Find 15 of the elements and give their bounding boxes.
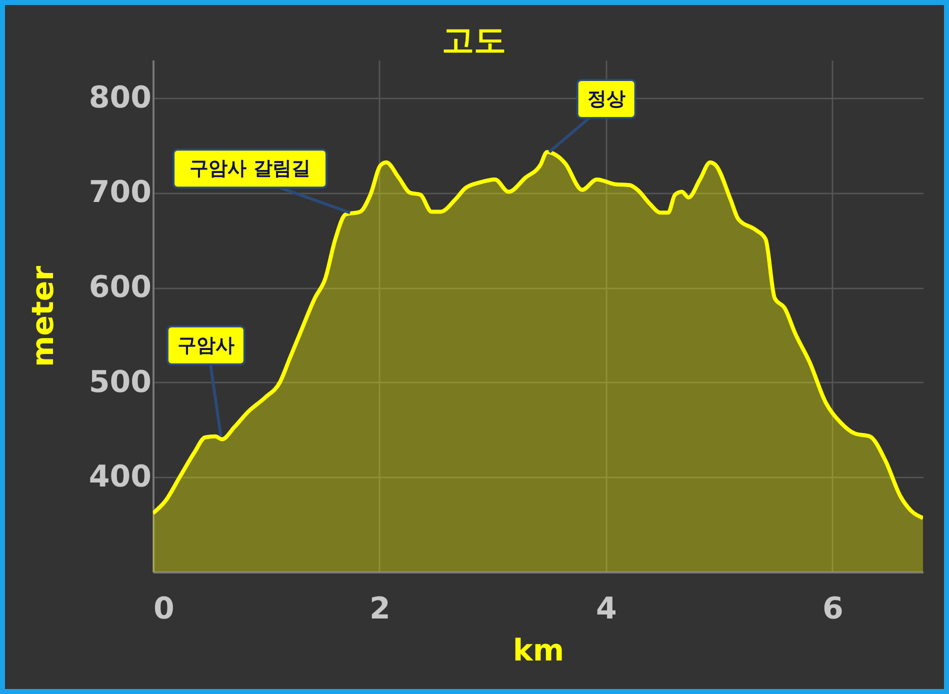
y-tick-label: 600 — [88, 270, 152, 306]
y-tick-label: 500 — [88, 364, 152, 400]
x-tick-label: 6 — [822, 592, 844, 626]
annotation: 구암사 갈림길 — [190, 158, 310, 180]
x-axis-title: km — [512, 634, 564, 668]
y-axis-title: meter — [26, 266, 61, 368]
chart-title: 고도 — [442, 21, 506, 59]
x-tick-label: 2 — [370, 592, 390, 626]
y-tick-label: 800 — [88, 80, 152, 116]
y-tick-label: 700 — [88, 175, 152, 210]
annotation: 정상 — [587, 88, 626, 110]
y-tick-label: 400 — [88, 460, 152, 495]
annotation: 구암사 — [177, 334, 234, 356]
x-tick-label: 0 — [154, 592, 174, 626]
x-tick-label: 4 — [596, 592, 617, 626]
